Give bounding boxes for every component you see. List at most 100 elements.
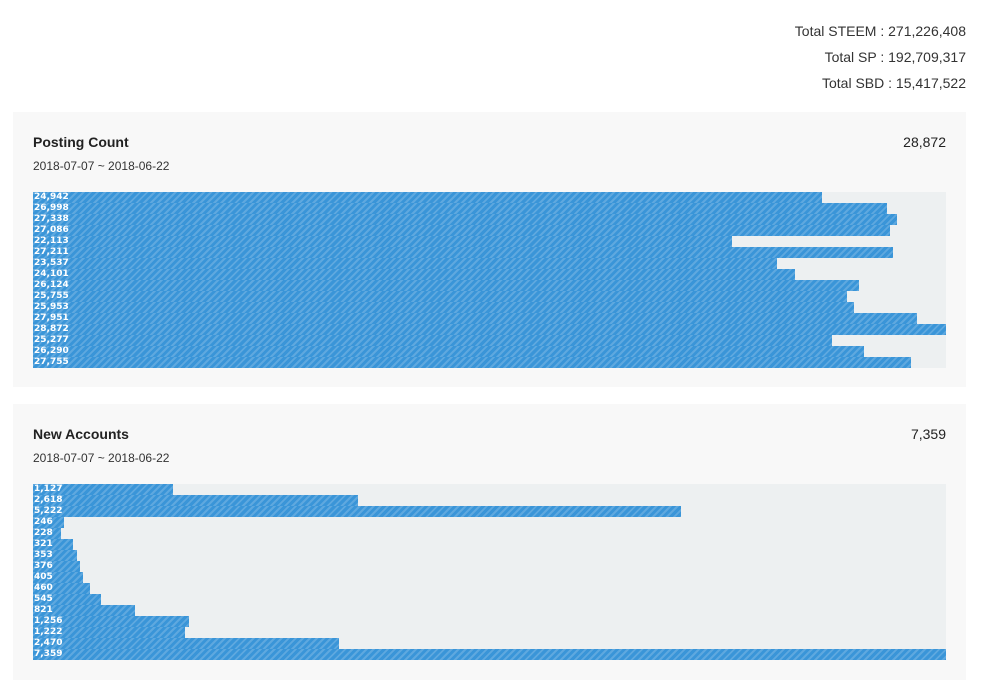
bar-value-label: 1,256 (34, 616, 63, 626)
bar[interactable] (33, 258, 777, 269)
bar-value-label: 7,359 (34, 649, 63, 659)
bar[interactable] (33, 324, 946, 335)
bar[interactable] (33, 203, 887, 214)
bar[interactable] (33, 638, 339, 649)
bar-value-label: 246 (34, 517, 53, 527)
bar-value-label: 25,953 (34, 302, 69, 312)
bar[interactable] (33, 214, 897, 225)
bar-value-label: 821 (34, 605, 53, 615)
bar-value-label: 23,537 (34, 258, 69, 268)
bar[interactable] (33, 539, 73, 550)
bar-row: 5,222 (33, 506, 946, 517)
bar-row: 24,101 (33, 269, 946, 280)
bar-row: 22,113 (33, 236, 946, 247)
bar[interactable] (33, 506, 681, 517)
bar[interactable] (33, 605, 135, 616)
bar-row: 25,277 (33, 335, 946, 346)
total-sp: Total SP : 192,709,317 (824, 49, 966, 65)
bar[interactable] (33, 225, 890, 236)
bar[interactable] (33, 550, 77, 561)
bar-row: 228 (33, 528, 946, 539)
bar-value-label: 26,290 (34, 346, 69, 356)
bar[interactable] (33, 495, 358, 506)
bar-row: 7,359 (33, 649, 946, 660)
bar-value-label: 376 (34, 561, 53, 571)
total-steem: Total STEEM : 271,226,408 (794, 23, 966, 39)
bar-value-label: 27,951 (34, 313, 69, 323)
bar-value-label: 27,338 (34, 214, 69, 224)
bar-value-label: 24,942 (34, 192, 69, 202)
bar[interactable] (33, 649, 946, 660)
bar[interactable] (33, 627, 185, 638)
bar-row: 246 (33, 517, 946, 528)
bar-row: 27,211 (33, 247, 946, 258)
bar-value-label: 27,755 (34, 357, 69, 367)
bar-value-label: 26,124 (34, 280, 69, 290)
bar-row: 1,256 (33, 616, 946, 627)
bar-value-label: 22,113 (34, 236, 69, 246)
bar-value-label: 2,470 (34, 638, 63, 648)
panel-value: 7,359 (910, 426, 946, 442)
bar[interactable] (33, 280, 859, 291)
bar-row: 23,537 (33, 258, 946, 269)
bar-value-label: 460 (34, 583, 53, 593)
bar-row: 321 (33, 539, 946, 550)
bar-row: 376 (33, 561, 946, 572)
bar-row: 26,124 (33, 280, 946, 291)
bar-row: 26,290 (33, 346, 946, 357)
posting-count-panel: Posting Count 2018-07-07 ~ 2018-06-22 28… (13, 112, 966, 387)
panel-title: Posting Count (33, 134, 129, 150)
bar-value-label: 1,222 (34, 627, 63, 637)
bar-row: 27,338 (33, 214, 946, 225)
bar[interactable] (33, 583, 90, 594)
bar-row: 27,951 (33, 313, 946, 324)
bar[interactable] (33, 528, 61, 539)
bar-value-label: 405 (34, 572, 53, 582)
bar-value-label: 321 (34, 539, 53, 549)
bar[interactable] (33, 269, 795, 280)
bar-value-label: 24,101 (34, 269, 69, 279)
bar-row: 26,998 (33, 203, 946, 214)
bar-value-label: 25,755 (34, 291, 69, 301)
bar-row: 24,942 (33, 192, 946, 203)
bar-row: 353 (33, 550, 946, 561)
bar-row: 2,618 (33, 495, 946, 506)
bar-value-label: 5,222 (34, 506, 63, 516)
bar-row: 25,953 (33, 302, 946, 313)
bar[interactable] (33, 236, 732, 247)
bar-value-label: 353 (34, 550, 53, 560)
bar[interactable] (33, 616, 189, 627)
bar[interactable] (33, 192, 822, 203)
bar-value-label: 26,998 (34, 203, 69, 213)
bar[interactable] (33, 517, 64, 528)
bar[interactable] (33, 247, 893, 258)
panel-title: New Accounts (33, 426, 129, 442)
bar-row: 2,470 (33, 638, 946, 649)
bar-row: 545 (33, 594, 946, 605)
date-range: 2018-07-07 ~ 2018-06-22 (33, 159, 170, 173)
bar-value-label: 2,618 (34, 495, 63, 505)
bar[interactable] (33, 346, 864, 357)
new-accounts-panel: New Accounts 2018-07-07 ~ 2018-06-22 7,3… (13, 404, 966, 680)
total-sbd: Total SBD : 15,417,522 (822, 75, 966, 91)
bar[interactable] (33, 335, 832, 346)
bar-row: 25,755 (33, 291, 946, 302)
bar[interactable] (33, 594, 101, 605)
bar[interactable] (33, 302, 854, 313)
posting-count-chart: 24,942 26,998 27,338 27,086 22,113 27,211 23,5… (33, 192, 946, 368)
bar-row: 27,755 (33, 357, 946, 368)
date-range: 2018-07-07 ~ 2018-06-22 (33, 451, 170, 465)
panel-value: 28,872 (903, 134, 946, 150)
bar[interactable] (33, 561, 80, 572)
bar[interactable] (33, 313, 917, 324)
bar-row: 1,222 (33, 627, 946, 638)
bar[interactable] (33, 484, 173, 495)
bar[interactable] (33, 357, 911, 368)
bar-row: 1,127 (33, 484, 946, 495)
bar-value-label: 28,872 (34, 324, 69, 334)
bar-row: 821 (33, 605, 946, 616)
bar[interactable] (33, 291, 847, 302)
bar[interactable] (33, 572, 83, 583)
bar-row: 28,872 (33, 324, 946, 335)
bar-value-label: 27,211 (34, 247, 69, 257)
